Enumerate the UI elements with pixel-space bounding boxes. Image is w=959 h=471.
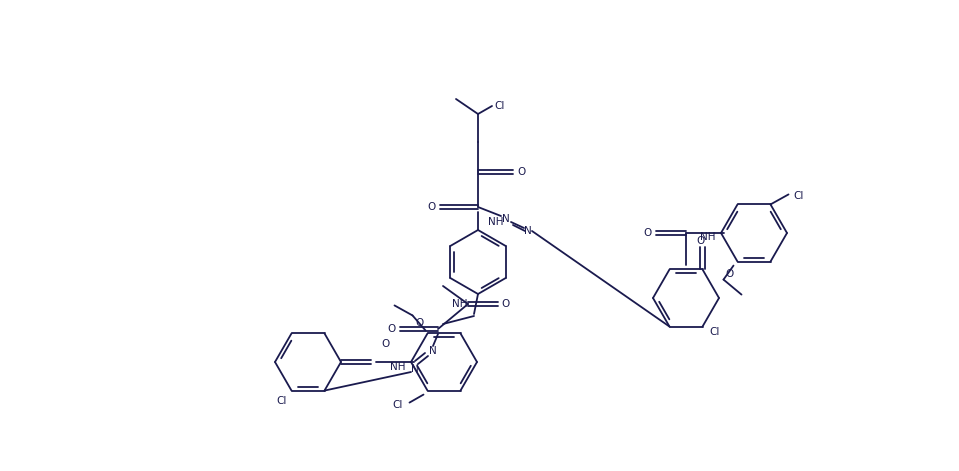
Text: NH: NH	[390, 362, 406, 372]
Text: O: O	[517, 167, 526, 177]
Text: Cl: Cl	[276, 396, 287, 406]
Text: O: O	[502, 299, 510, 309]
Text: Cl: Cl	[392, 399, 403, 410]
Text: O: O	[428, 202, 436, 212]
Text: Cl: Cl	[793, 191, 804, 202]
Text: O: O	[387, 324, 396, 334]
Text: Cl: Cl	[710, 326, 719, 337]
Text: NH: NH	[488, 217, 503, 227]
Text: O: O	[696, 236, 705, 246]
Text: N: N	[525, 226, 532, 236]
Text: NH: NH	[453, 299, 468, 309]
Text: O: O	[382, 339, 390, 349]
Text: NH: NH	[700, 232, 715, 242]
Text: N: N	[411, 364, 419, 374]
Text: N: N	[429, 346, 437, 356]
Text: O: O	[643, 228, 652, 238]
Text: Cl: Cl	[495, 101, 505, 111]
Text: N: N	[503, 214, 510, 224]
Text: O: O	[725, 268, 734, 278]
Text: O: O	[415, 318, 424, 328]
